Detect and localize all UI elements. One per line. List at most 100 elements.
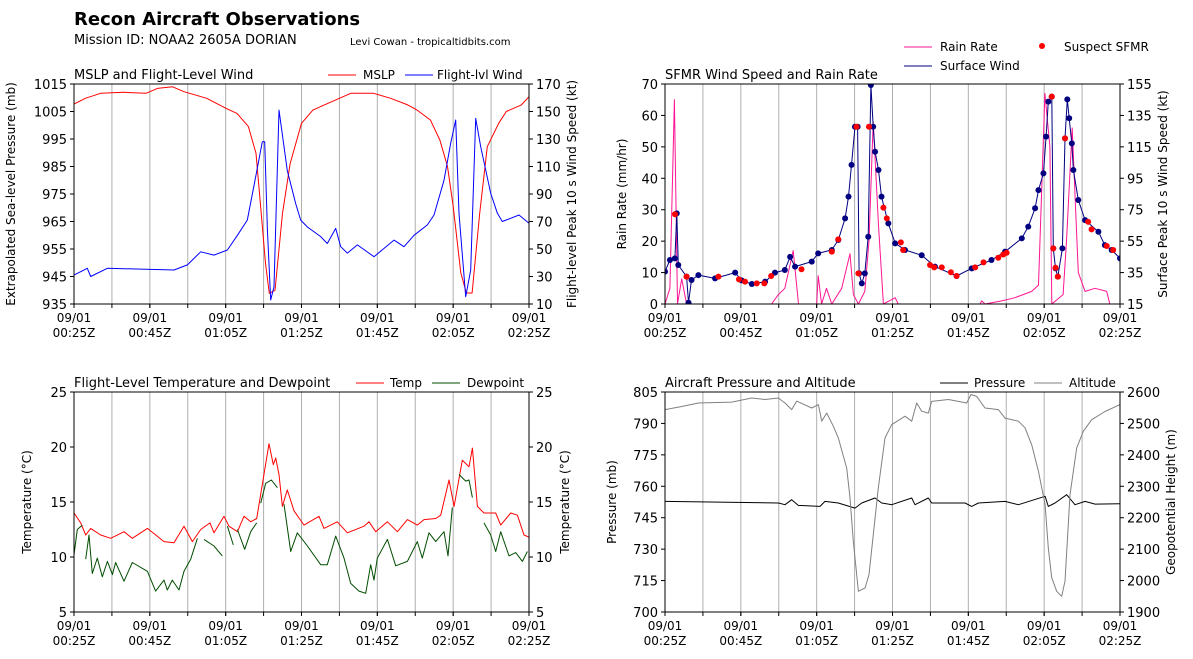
data-point-surface-wind	[870, 123, 877, 130]
data-point-suspect-sfmr	[947, 269, 954, 276]
data-point-suspect-sfmr	[1088, 226, 1095, 233]
series-group	[665, 394, 1120, 597]
x-tick-time: 00:25Z	[644, 634, 687, 648]
data-point-suspect-sfmr	[900, 246, 907, 253]
y-tick-label-left: 0	[650, 298, 658, 313]
x-tick-time: 00:25Z	[53, 326, 96, 340]
y-tick-label-right: 2400	[1127, 449, 1160, 464]
y-tick-label-left: 760	[633, 480, 658, 495]
data-point-suspect-sfmr	[828, 248, 835, 255]
y-tick-label-left: 790	[633, 417, 658, 432]
y-tick-label-right: 2600	[1127, 386, 1160, 401]
x-tick-date: 09/01	[799, 619, 834, 633]
x-tick-date: 09/01	[648, 311, 683, 325]
data-point-surface-wind	[748, 281, 755, 288]
y-tick-label-right: 2100	[1127, 543, 1160, 558]
data-point-surface-wind	[1066, 115, 1073, 122]
y-tick-label-left: 15	[50, 496, 67, 511]
data-point-suspect-sfmr	[742, 278, 749, 285]
data-point-surface-wind	[1043, 133, 1050, 140]
x-tick-time: 01:05Z	[204, 326, 247, 340]
x-tick-time: 00:45Z	[719, 634, 762, 648]
x-tick-time: 02:05Z	[1023, 634, 1066, 648]
data-point-surface-wind	[1025, 223, 1032, 230]
data-point-surface-wind	[808, 258, 815, 265]
y-tick-label-right: 95	[1127, 172, 1144, 187]
y-tick-label-left: 20	[50, 441, 67, 456]
x-tick-time: 01:45Z	[356, 634, 399, 648]
panel-title-temp-dewpoint: Flight-Level Temperature and Dewpoint	[74, 376, 330, 391]
credit-text: Levi Cowan - tropicaltidbits.com	[350, 37, 510, 48]
x-tick-date: 09/01	[57, 619, 92, 633]
y-tick-label-left: 30	[641, 204, 658, 219]
x-tick-date: 09/01	[133, 619, 168, 633]
y-tick-label-left: 945	[42, 271, 67, 286]
data-point-surface-wind	[867, 84, 874, 88]
y-tick-label-right: 130	[536, 133, 561, 148]
y-axis-label-left: Temperature (°C)	[20, 450, 34, 555]
y-tick-label-right: 2200	[1127, 512, 1160, 527]
y-tick-label-left: 1005	[34, 106, 67, 121]
x-tick-time: 02:25Z	[508, 326, 551, 340]
series-line-altitude	[665, 394, 1120, 597]
panel-title-pressure-altitude: Aircraft Pressure and Altitude	[665, 376, 856, 391]
data-point-surface-wind	[848, 161, 855, 168]
x-tick-date: 09/01	[1027, 619, 1062, 633]
x-tick-time: 02:05Z	[1023, 326, 1066, 340]
y-tick-label-right: 1900	[1127, 606, 1160, 621]
data-point-surface-wind	[815, 250, 822, 257]
x-tick-time: 01:25Z	[871, 326, 914, 340]
y-tick-label-left: 5	[59, 606, 67, 621]
y-tick-label-right: 90	[536, 188, 553, 203]
series-line-dewpoint	[74, 474, 528, 594]
legend-label-suspect-sfmr: Suspect SFMR	[1064, 40, 1149, 54]
y-tick-label-right: 10	[536, 298, 553, 313]
y-tick-label-left: 700	[633, 606, 658, 621]
series-group	[665, 84, 1120, 304]
data-point-suspect-sfmr	[761, 280, 768, 287]
y-axis-label-right: Flight-level Peak 10 s Wind Speed (kt)	[565, 80, 579, 308]
x-tick-time: 00:25Z	[644, 326, 687, 340]
data-point-surface-wind	[771, 269, 778, 276]
data-point-surface-wind	[665, 268, 668, 275]
x-tick-date: 09/01	[799, 311, 834, 325]
x-tick-time: 01:45Z	[356, 326, 399, 340]
data-point-surface-wind	[675, 262, 682, 269]
legend-label-temp: Temp	[389, 376, 422, 390]
data-point-surface-wind	[781, 267, 788, 274]
data-point-suspect-sfmr	[1062, 135, 1069, 142]
y-axis-label-right: Geopotential Height (m)	[1164, 429, 1178, 575]
x-tick-time: 01:45Z	[947, 634, 990, 648]
y-tick-label-right: 115	[1127, 141, 1152, 156]
data-point-surface-wind	[1045, 98, 1052, 105]
y-tick-label-right: 30	[536, 271, 553, 286]
data-point-suspect-sfmr	[931, 264, 938, 271]
data-point-suspect-sfmr	[1003, 249, 1010, 256]
y-tick-label-left: 935	[42, 298, 67, 313]
x-tick-date: 09/01	[1103, 619, 1138, 633]
x-tick-date: 09/01	[875, 619, 910, 633]
data-point-suspect-sfmr	[995, 254, 1002, 261]
y-tick-label-right: 155	[1127, 78, 1152, 93]
y-tick-label-right: 75	[1127, 204, 1144, 219]
y-tick-label-left: 775	[633, 449, 658, 464]
data-point-surface-wind	[732, 269, 739, 276]
y-tick-label-left: 975	[42, 188, 67, 203]
data-point-suspect-sfmr	[1085, 218, 1092, 225]
panel-3: Pressure Altitude09/0100:25Z09/0100:45Z09…	[605, 376, 1178, 648]
data-point-suspect-sfmr	[883, 215, 890, 222]
data-point-surface-wind	[872, 148, 879, 155]
y-tick-label-right: 15	[536, 496, 553, 511]
x-tick-date: 09/01	[1103, 311, 1138, 325]
x-tick-date: 09/01	[284, 619, 319, 633]
data-point-surface-wind	[1064, 96, 1071, 103]
data-point-suspect-sfmr	[683, 273, 690, 280]
data-point-surface-wind	[875, 166, 882, 173]
data-point-surface-wind	[892, 240, 899, 247]
data-point-suspect-sfmr	[1103, 243, 1110, 250]
x-tick-time: 02:25Z	[1099, 634, 1142, 648]
mission-id: Mission ID: NOAA2 2605A DORIAN	[74, 33, 297, 48]
data-point-surface-wind	[918, 252, 925, 259]
x-tick-date: 09/01	[951, 311, 986, 325]
y-tick-label-left: 50	[641, 141, 658, 156]
